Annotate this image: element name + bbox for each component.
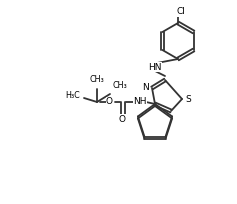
Text: HN: HN <box>148 62 162 71</box>
Text: O: O <box>118 114 126 123</box>
Text: CH₃: CH₃ <box>113 81 128 90</box>
Text: NH: NH <box>133 98 147 106</box>
Text: H₃C: H₃C <box>65 92 80 101</box>
Text: N: N <box>143 83 149 92</box>
Text: S: S <box>185 94 191 103</box>
Text: O: O <box>106 98 113 106</box>
Text: CH₃: CH₃ <box>90 75 104 84</box>
Text: Cl: Cl <box>177 8 185 17</box>
